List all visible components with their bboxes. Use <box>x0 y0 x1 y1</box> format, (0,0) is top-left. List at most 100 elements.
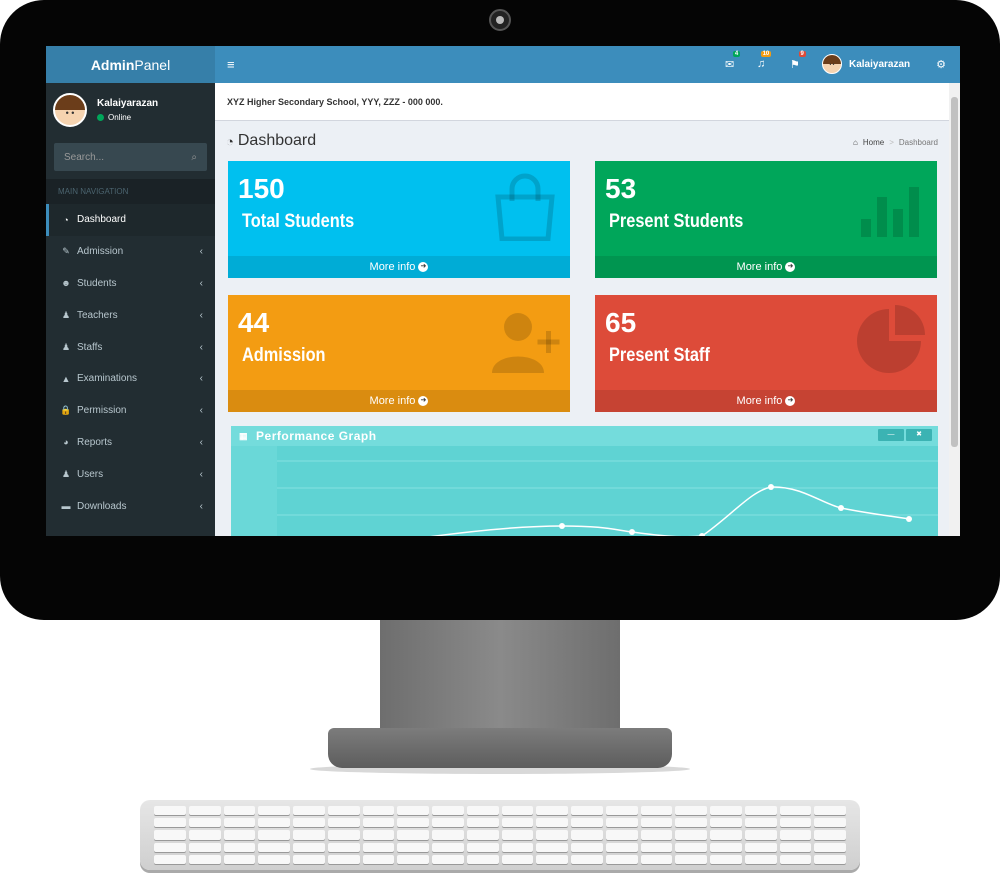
keyboard-key <box>362 818 395 828</box>
stat-label: Present Students <box>609 211 744 232</box>
keyboard-key <box>293 830 325 840</box>
keyboard-key <box>397 818 429 828</box>
nav-header: MAIN NAVIGATION <box>46 179 215 204</box>
bell-icon[interactable]: ♫ 10 <box>757 51 772 70</box>
sidebar-item-downloads[interactable]: ▬ Downloads ‹ <box>46 490 215 522</box>
keyboard-key <box>188 842 221 852</box>
keyboard-key <box>814 842 846 852</box>
keyboard-key <box>779 806 812 816</box>
keyboard-key <box>536 842 568 852</box>
user-menu-name[interactable]: Kalaiyarazan <box>849 59 911 70</box>
keyboard-key <box>188 830 221 840</box>
graph-header: ▦ Performance Graph <box>231 426 938 446</box>
home-icon: ⌂ <box>853 138 858 147</box>
chevron-left-icon: ‹ <box>199 246 203 258</box>
keyboard-key <box>327 818 360 828</box>
folder-icon: ▬ <box>61 501 71 512</box>
keyboard-key <box>640 818 673 828</box>
sidebar-item-teachers[interactable]: ♟ Teachers ‹ <box>46 299 215 331</box>
sidebar-item-label: Staffs <box>77 341 103 353</box>
task-badge: 9 <box>798 51 806 57</box>
scrollbar[interactable] <box>949 83 960 536</box>
more-info-link[interactable]: More info ➜ <box>595 390 937 412</box>
grid-icon: ▦ <box>239 430 249 441</box>
keyboard-key <box>223 842 256 852</box>
sidebar-item-permission[interactable]: 🔒 Permission ‹ <box>46 395 215 427</box>
keyboard-key <box>536 818 568 828</box>
flag-icon[interactable]: ⚑ 9 <box>790 51 806 71</box>
graduation-cap-icon: ▲ <box>61 373 71 384</box>
keyboard-key <box>640 842 673 852</box>
close-button[interactable]: ✖ <box>906 429 932 441</box>
data-point <box>768 484 774 490</box>
sidebar-item-label: Users <box>77 468 104 480</box>
data-point <box>629 529 635 535</box>
data-point <box>906 516 912 522</box>
mail-icon[interactable]: ✉ 4 <box>725 51 741 71</box>
keyboard-key <box>710 830 742 840</box>
keyboard-key <box>675 842 707 852</box>
keyboard-key <box>814 830 846 840</box>
chevron-left-icon: ‹ <box>199 436 203 448</box>
keyboard-key <box>293 854 325 864</box>
sidebar-item-staffs[interactable]: ♟ Staffs ‹ <box>46 331 215 363</box>
keyboard-key <box>814 806 846 816</box>
breadcrumb-separator: > <box>889 138 894 147</box>
keyboard-key <box>293 806 325 816</box>
more-info-link[interactable]: More info ➜ <box>228 256 570 278</box>
keyboard-key <box>154 830 186 840</box>
menu-toggle-icon[interactable]: ≡ <box>227 57 235 72</box>
keyboard-key <box>432 818 464 828</box>
sidebar-item-examinations[interactable]: ▲ Examinations ‹ <box>46 363 215 395</box>
data-point <box>838 505 844 511</box>
keyboard-key <box>536 806 568 816</box>
keyboard-key <box>501 806 534 816</box>
sidebar-item-label: Admission <box>77 246 124 258</box>
keyboard-key <box>154 806 186 816</box>
keyboard-key <box>362 806 395 816</box>
sidebar-item-students[interactable]: ☻ Students ‹ <box>46 268 215 300</box>
keyboard-key <box>362 842 395 852</box>
user-status: Online <box>97 113 158 122</box>
stat-box-present-staff: 65 Present Staff More info ➜ <box>595 295 937 412</box>
users-icon: ☻ <box>61 278 71 289</box>
keyboard-key <box>327 842 360 852</box>
keyboard-key <box>154 854 186 864</box>
stat-label: Present Staff <box>609 345 710 366</box>
chevron-left-icon: ‹ <box>199 373 203 385</box>
keyboard-key <box>779 818 812 828</box>
user-icon: ♟ <box>61 468 71 479</box>
settings-gears-icon[interactable]: ⚙ <box>936 59 946 71</box>
sidebar-item-dashboard[interactable]: ◔ Dashboard <box>46 204 215 236</box>
search-icon[interactable]: ⌕ <box>191 151 197 163</box>
user-menu-avatar[interactable] <box>822 54 842 74</box>
sidebar-item-reports[interactable]: ◕ Reports ‹ <box>46 427 215 459</box>
sidebar-item-admission[interactable]: ✎ Admission ‹ <box>46 236 215 268</box>
minimize-button[interactable]: — <box>878 429 904 441</box>
performance-graph-panel: ▦ Performance Graph — ✖ <box>231 426 938 536</box>
chevron-left-icon: ‹ <box>199 309 203 321</box>
search-input[interactable]: Search... ⌕ <box>54 143 207 171</box>
keyboard-key <box>710 854 742 864</box>
sidebar-item-label: Students <box>77 277 117 289</box>
graph-title: Performance Graph <box>256 429 377 443</box>
chevron-left-icon: ‹ <box>199 341 203 353</box>
keyboard-key <box>571 842 603 852</box>
arrow-right-icon: ➜ <box>418 262 429 273</box>
shopping-bag-icon <box>495 173 555 241</box>
keyboard-key <box>397 806 429 816</box>
keyboard-key <box>188 818 221 828</box>
keyboard-key <box>154 842 186 852</box>
breadcrumb-home[interactable]: Home <box>862 138 885 147</box>
more-info-link[interactable]: More info ➜ <box>228 390 570 412</box>
app-logo[interactable]: Admin Panel <box>46 46 215 83</box>
keyboard-key <box>223 818 256 828</box>
more-info-link[interactable]: More info ➜ <box>595 256 937 278</box>
scroll-thumb[interactable] <box>951 97 958 447</box>
sidebar-item-users[interactable]: ♟ Users ‹ <box>46 458 215 490</box>
keyboard-key <box>675 806 707 816</box>
pie-chart-icon <box>857 305 925 373</box>
keyboard-key <box>466 830 499 840</box>
keyboard-key <box>640 830 673 840</box>
